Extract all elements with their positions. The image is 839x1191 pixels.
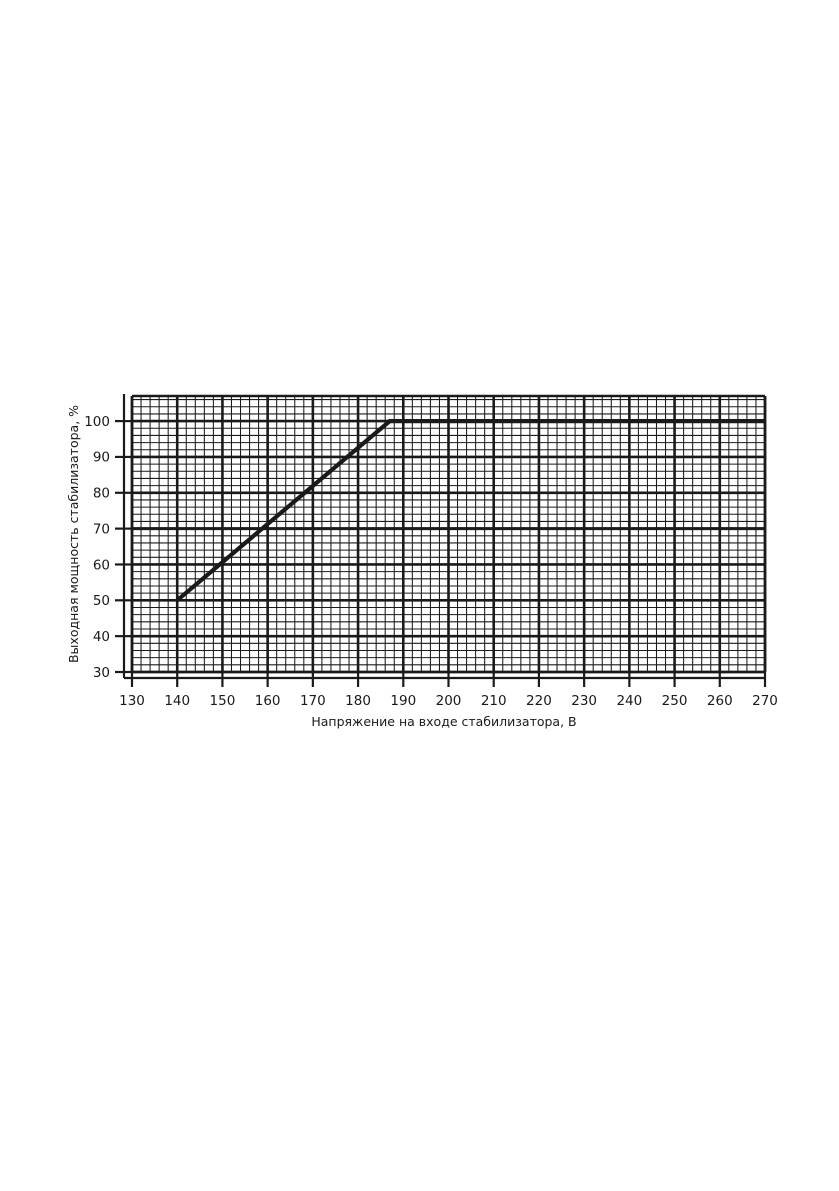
y-axis-title: Выходная мощность стабилизатора, %	[66, 405, 81, 663]
data-series-line-0	[175, 418, 765, 602]
x-axis-ticks	[130, 672, 767, 687]
x-tick-label: 260	[707, 693, 733, 709]
x-tick-label: 200	[436, 693, 462, 709]
x-tick-label: 270	[752, 693, 778, 709]
x-tick-label: 190	[390, 693, 416, 709]
x-tick-label: 240	[616, 693, 642, 709]
y-tick-label: 50	[93, 593, 110, 609]
x-tick-label: 140	[164, 693, 190, 709]
data-series-group	[175, 418, 765, 602]
x-tick-label: 210	[481, 693, 507, 709]
y-tick-label: 80	[93, 486, 110, 502]
y-axis-tick-labels: 30 40 50 60 70 80 90 100	[84, 414, 110, 681]
x-axis-title: Напряжение на входе стабилизатора, В	[311, 714, 576, 729]
x-tick-label: 250	[662, 693, 688, 709]
y-tick-label: 70	[93, 521, 110, 537]
y-tick-label: 30	[93, 665, 110, 681]
x-tick-label: 130	[119, 693, 145, 709]
y-axis-ticks	[115, 419, 132, 674]
x-tick-label: 160	[255, 693, 281, 709]
x-tick-label: 220	[526, 693, 552, 709]
y-tick-label: 40	[93, 629, 110, 645]
y-tick-label: 60	[93, 557, 110, 573]
axis-spines	[122, 394, 765, 680]
x-tick-label: 150	[210, 693, 236, 709]
x-tick-label: 170	[300, 693, 326, 709]
x-tick-label: 230	[571, 693, 597, 709]
x-axis-tick-labels: 130 140 150 160 170 180 190 200 210 220 230 240 250 2…	[119, 693, 778, 709]
y-tick-label: 100	[84, 414, 110, 430]
y-tick-label: 90	[93, 450, 110, 466]
x-tick-label: 180	[345, 693, 371, 709]
